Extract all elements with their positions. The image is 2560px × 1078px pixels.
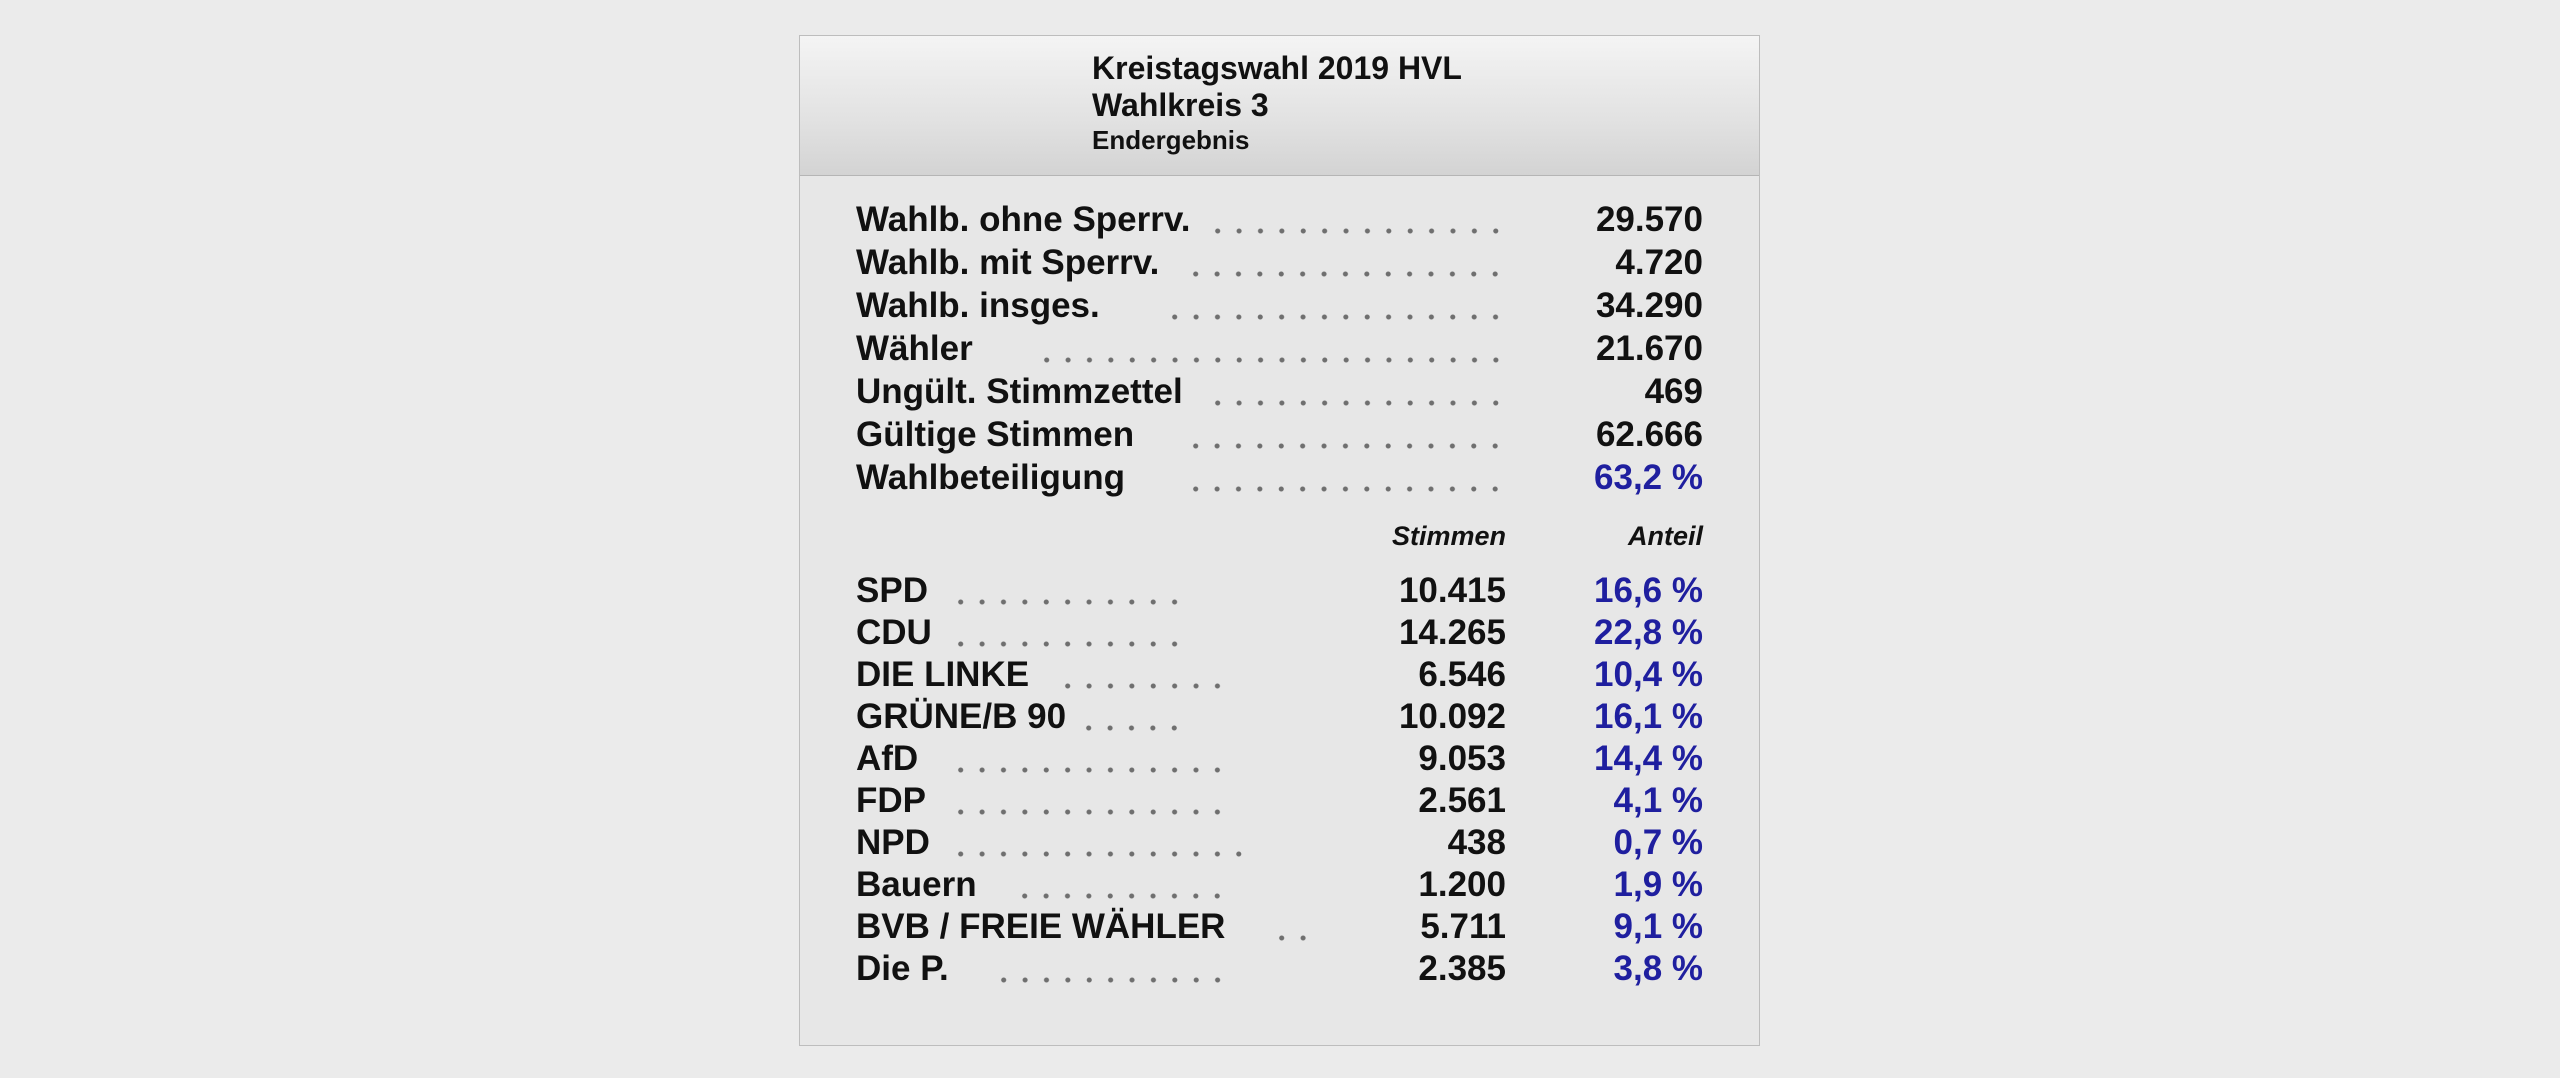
party-share: 0,7 % [1613, 823, 1704, 862]
summary-row-voters: Wähler 21.670 [800, 328, 1759, 370]
summary-value: 62.666 [1595, 415, 1703, 454]
summary-row-eligible-with: Wahlb. mit Sperrv. 4.720 [800, 242, 1759, 284]
party-votes: 10.415 [1398, 571, 1506, 610]
party-share: 1,9 % [1613, 865, 1704, 904]
party-share: 16,6 % [1594, 571, 1703, 610]
district-title: Wahlkreis 3 [1092, 87, 1269, 123]
leader-dots [1014, 864, 1229, 906]
leader-dots [1207, 371, 1507, 413]
leader-dots [1164, 285, 1507, 327]
party-row-die-p: Die P. 2.385 3,8 % [800, 948, 1759, 990]
party-row-afd: AfD 9.053 14,4 % [800, 738, 1759, 780]
party-name: NPD [856, 823, 930, 862]
summary-value: 34.290 [1595, 286, 1703, 325]
party-name: BVB / FREIE WÄHLER [856, 907, 1226, 946]
party-row-bvb-freie-waehler: BVB / FREIE WÄHLER 5.711 9,1 % [800, 906, 1759, 948]
party-share: 22,8 % [1594, 613, 1703, 652]
leader-dots [1057, 654, 1229, 696]
party-share: 14,4 % [1594, 739, 1703, 778]
election-title: Kreistagswahl 2019 HVL [1092, 50, 1462, 86]
party-votes: 14.265 [1398, 613, 1506, 652]
party-share: 4,1 % [1613, 781, 1704, 820]
party-votes: 10.092 [1398, 697, 1506, 736]
party-row-bauern: Bauern 1.200 1,9 % [800, 864, 1759, 906]
results-panel: Kreistagswahl 2019 HVL Wahlkreis 3 Ender… [799, 35, 1760, 1046]
summary-row-invalid: Ungült. Stimmzettel 469 [800, 371, 1759, 413]
party-row-gruene: GRÜNE/B 90 10.092 16,1 % [800, 696, 1759, 738]
party-share: 9,1 % [1613, 907, 1704, 946]
column-header-share: Anteil [1627, 521, 1703, 551]
leader-dots [950, 570, 1186, 612]
leader-dots [1078, 696, 1186, 738]
party-row-die-linke: DIE LINKE 6.546 10,4 % [800, 654, 1759, 696]
summary-label: Wahlbeteiligung [856, 458, 1125, 497]
party-share: 16,1 % [1594, 697, 1703, 736]
leader-dots [1271, 906, 1315, 948]
party-name: Die P. [856, 949, 949, 988]
party-share: 10,4 % [1594, 655, 1703, 694]
party-row-fdp: FDP 2.561 4,1 % [800, 780, 1759, 822]
party-name: CDU [856, 613, 932, 652]
party-row-cdu: CDU 14.265 22,8 % [800, 612, 1759, 654]
party-votes: 438 [1447, 823, 1506, 862]
party-row-spd: SPD 10.415 16,6 % [800, 570, 1759, 612]
party-votes: 5.711 [1420, 907, 1506, 946]
leader-dots [1185, 242, 1507, 284]
summary-row-eligible-total: Wahlb. insges. 34.290 [800, 285, 1759, 327]
leader-dots [950, 612, 1186, 654]
party-share: 3,8 % [1613, 949, 1704, 988]
leader-dots [1207, 199, 1507, 241]
summary-row-eligible-without: Wahlb. ohne Sperrv. 29.570 [800, 199, 1759, 241]
leader-dots [1036, 328, 1507, 370]
party-votes: 2.385 [1418, 949, 1506, 988]
party-name: AfD [856, 739, 919, 778]
summary-label: Wahlb. insges. [856, 286, 1100, 325]
summary-row-valid: Gültige Stimmen 62.666 [800, 414, 1759, 456]
party-votes: 1.200 [1418, 865, 1506, 904]
turnout-value: 63,2 % [1594, 458, 1703, 497]
party-row-npd: NPD 438 0,7 % [800, 822, 1759, 864]
leader-dots [950, 780, 1229, 822]
party-votes: 9.053 [1418, 739, 1506, 778]
summary-row-turnout: Wahlbeteiligung 63,2 % [800, 457, 1759, 499]
column-header-votes: Stimmen [1391, 521, 1506, 551]
party-name: GRÜNE/B 90 [856, 697, 1067, 736]
summary-value: 469 [1644, 372, 1703, 411]
result-status: Endergebnis [1092, 125, 1250, 155]
leader-dots [993, 948, 1229, 990]
leader-dots [1185, 414, 1507, 456]
summary-label: Wahlb. ohne Sperrv. [856, 200, 1191, 239]
leader-dots [1185, 457, 1507, 499]
party-name: DIE LINKE [856, 655, 1030, 694]
summary-value: 29.570 [1595, 200, 1703, 239]
results-header: Kreistagswahl 2019 HVL Wahlkreis 3 Ender… [800, 36, 1759, 176]
summary-label: Gültige Stimmen [856, 415, 1135, 454]
summary-label: Ungült. Stimmzettel [856, 372, 1183, 411]
party-name: Bauern [856, 865, 977, 904]
leader-dots [950, 738, 1229, 780]
party-votes: 6.546 [1418, 655, 1506, 694]
party-name: SPD [856, 571, 928, 610]
party-name: FDP [856, 781, 926, 820]
party-votes: 2.561 [1418, 781, 1506, 820]
summary-value: 4.720 [1615, 243, 1703, 282]
summary-value: 21.670 [1595, 329, 1703, 368]
summary-label: Wähler [856, 329, 973, 368]
leader-dots [950, 822, 1250, 864]
summary-label: Wahlb. mit Sperrv. [856, 243, 1160, 282]
